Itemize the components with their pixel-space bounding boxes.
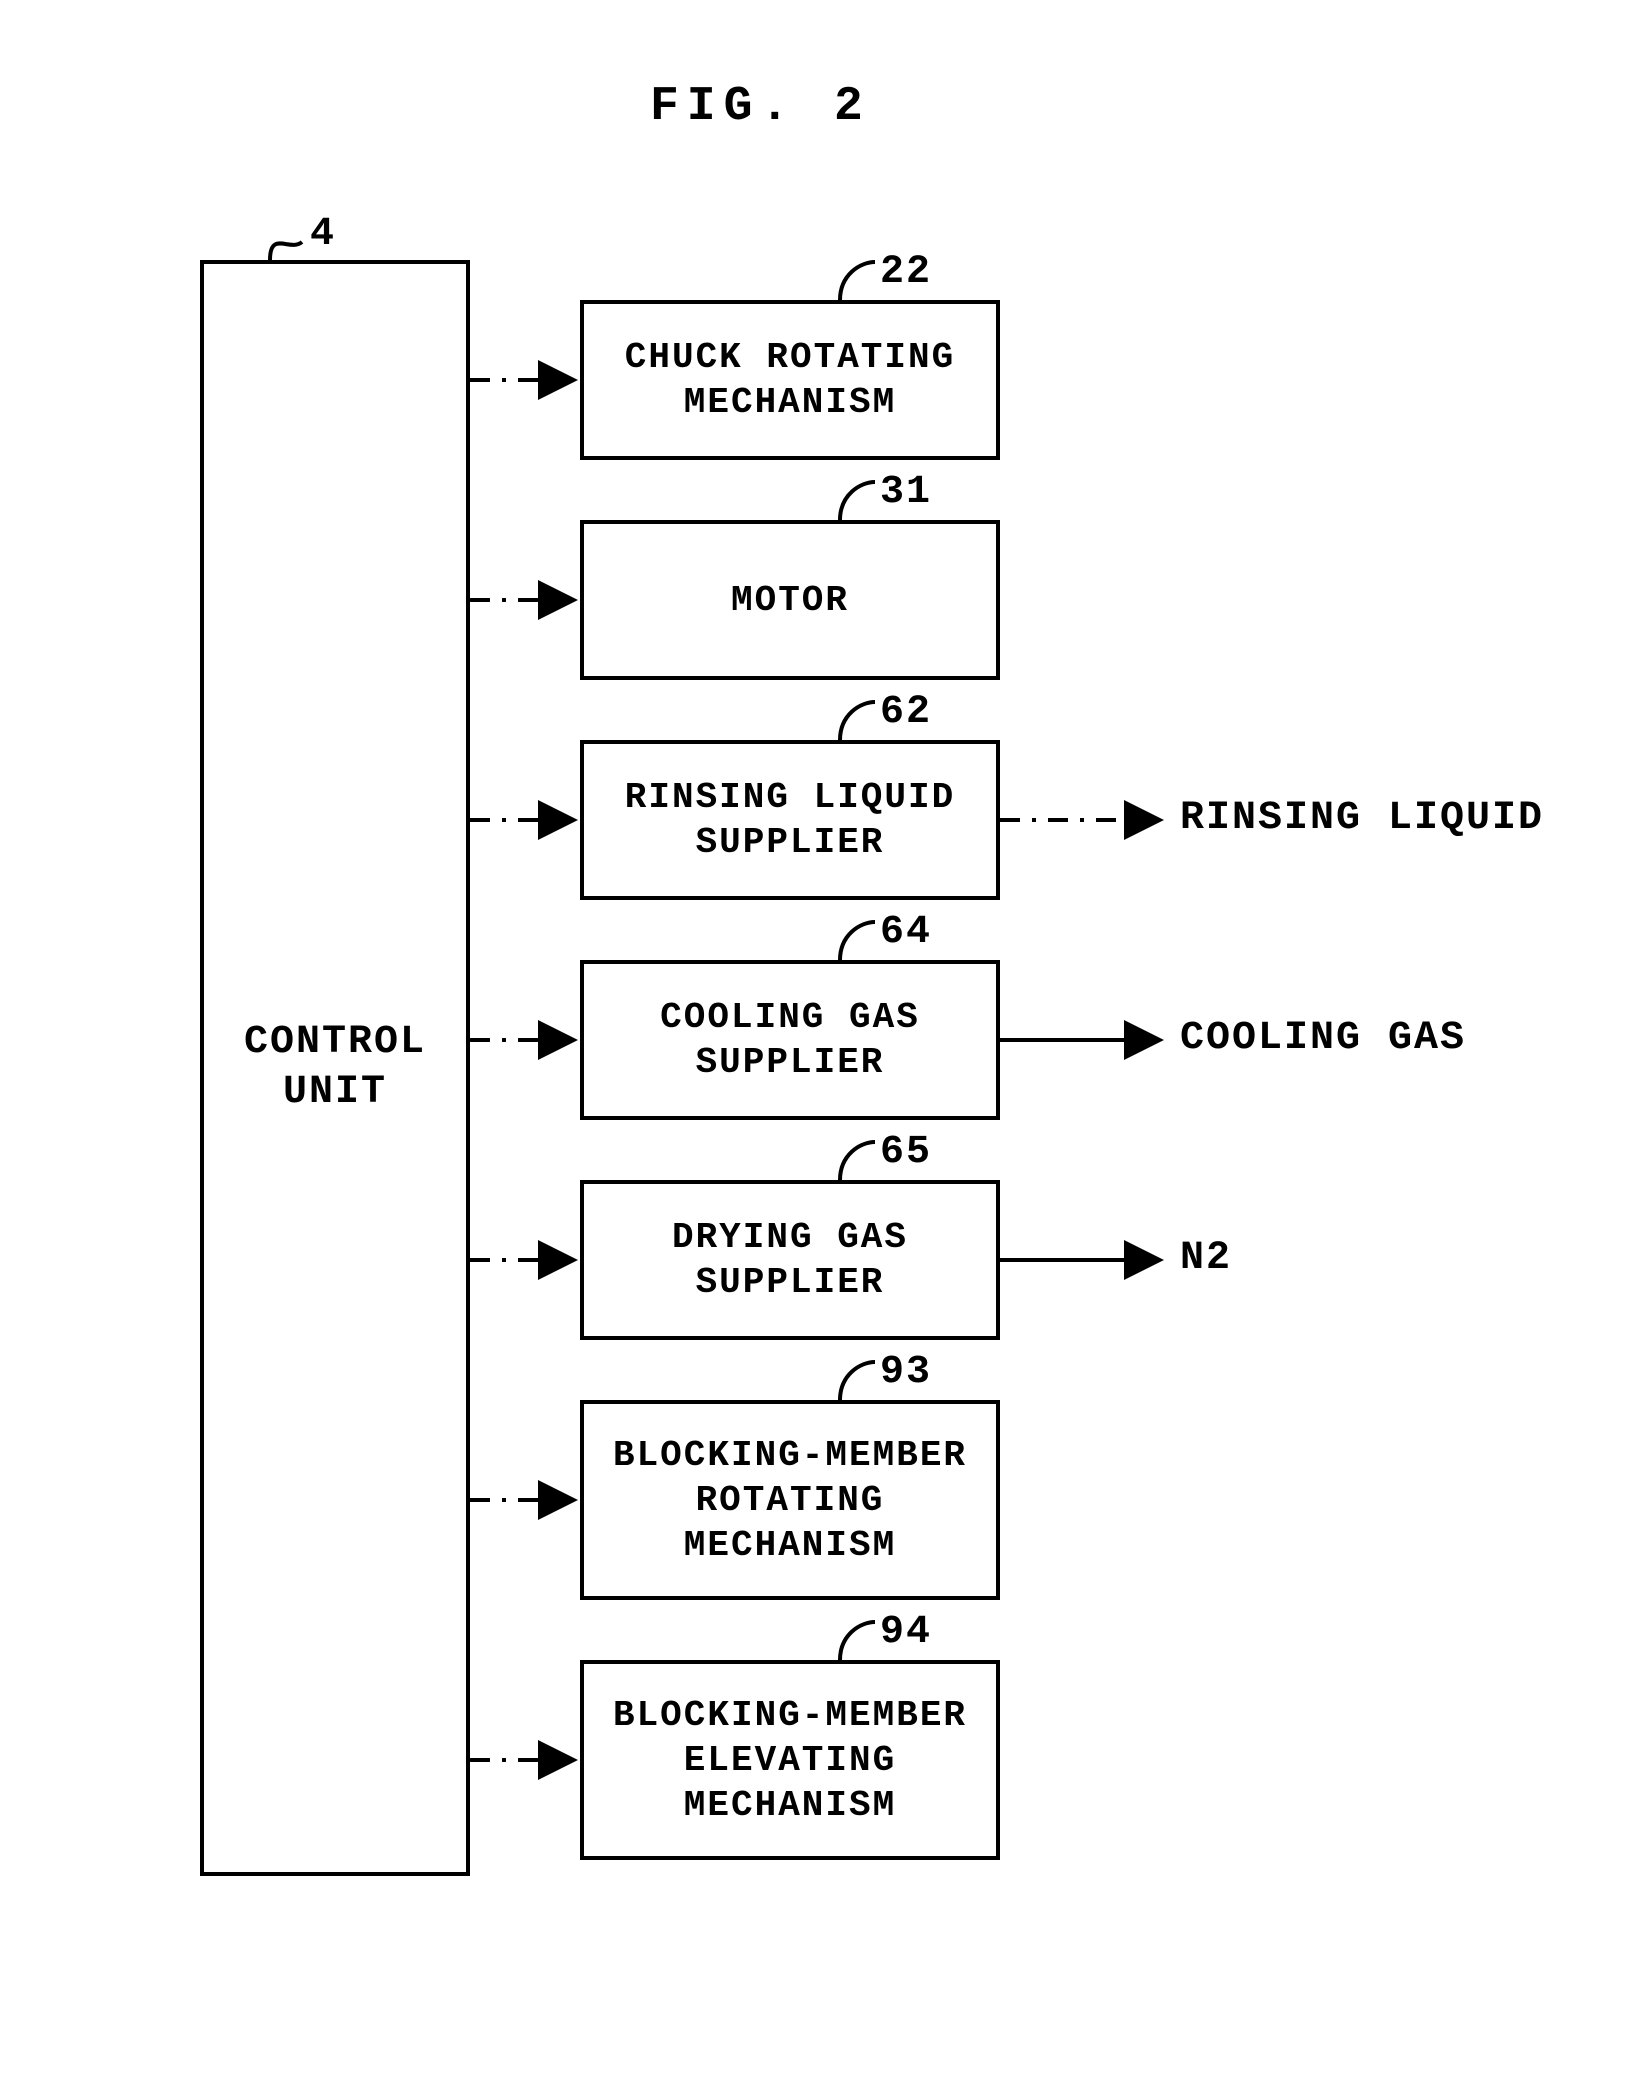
chuck-box: CHUCK ROTATING MECHANISM [580,300,1000,460]
motor-box: MOTOR [580,520,1000,680]
coolgas-box: COOLING GAS SUPPLIER [580,960,1000,1120]
motor-ref: 31 [880,470,932,515]
rinse-box: RINSING LIQUID SUPPLIER [580,740,1000,900]
rinse-label: RINSING LIQUID SUPPLIER [625,775,955,865]
bmelev-ref: 94 [880,1610,932,1655]
rinse-output-label: RINSING LIQUID [1180,796,1544,841]
bmrot-label: BLOCKING-MEMBER ROTATING MECHANISM [613,1433,967,1568]
drygas-label: DRYING GAS SUPPLIER [672,1215,908,1305]
coolgas-output-label: COOLING GAS [1180,1016,1466,1061]
coolgas-label: COOLING GAS SUPPLIER [660,995,920,1085]
motor-label: MOTOR [731,578,849,623]
rinse-ref: 62 [880,690,932,735]
coolgas-ref: 64 [880,910,932,955]
control-unit-box: CONTROL UNIT [200,260,470,1876]
drygas-box: DRYING GAS SUPPLIER [580,1180,1000,1340]
bmelev-box: BLOCKING-MEMBER ELEVATING MECHANISM [580,1660,1000,1860]
bmelev-label: BLOCKING-MEMBER ELEVATING MECHANISM [613,1693,967,1828]
bmrot-ref: 93 [880,1350,932,1395]
control-unit-label: CONTROL UNIT [244,1018,426,1118]
drygas-ref: 65 [880,1130,932,1175]
page: FIG. 2 CONTROL UNIT 4 CHUCK ROTATING MEC… [0,0,1646,2077]
bmrot-box: BLOCKING-MEMBER ROTATING MECHANISM [580,1400,1000,1600]
chuck-ref: 22 [880,250,932,295]
drygas-output-label: N2 [1180,1236,1232,1281]
control-unit-ref: 4 [310,212,336,257]
chuck-label: CHUCK ROTATING MECHANISM [625,335,955,425]
figure-title: FIG. 2 [650,80,871,134]
